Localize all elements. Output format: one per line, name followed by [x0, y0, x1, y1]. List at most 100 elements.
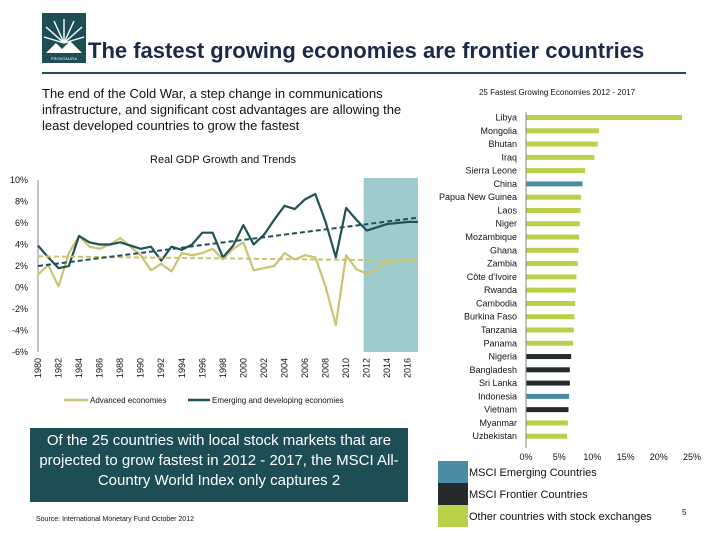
x-tick-label: 1982: [54, 358, 64, 378]
legend-label-msci-frontier: MSCI Frontier Countries: [469, 489, 588, 501]
y-tick-label: 6%: [15, 218, 28, 228]
x-tick-label: 1992: [156, 358, 166, 378]
y-tick-label: -2%: [12, 304, 28, 314]
bar-category-label: Uzbekistan: [472, 431, 517, 441]
bar-x-tick-label: 25%: [683, 452, 701, 462]
x-tick-label: 1984: [74, 358, 84, 378]
bar-category-label: Libya: [495, 113, 517, 123]
bar-burkina-faso: [526, 314, 575, 320]
bar-sierra-leone: [526, 168, 586, 174]
bar-x-tick-label: 20%: [650, 452, 668, 462]
bar-zambia: [526, 261, 578, 267]
bar-china: [526, 181, 583, 187]
bar-category-label: China: [493, 179, 517, 189]
line-chart-title: Real GDP Growth and Trends: [150, 154, 296, 166]
x-tick-label: 2014: [382, 358, 392, 378]
bar-category-label: Zambia: [487, 259, 517, 269]
page-number: 5: [682, 508, 687, 517]
bar-category-label: Bhutan: [488, 139, 517, 149]
bar-x-tick-label: 15%: [617, 452, 635, 462]
bar-category-label: Côte d'Ivoire: [467, 272, 517, 282]
y-tick-label: 4%: [15, 240, 28, 250]
bar-c-te-d-ivoire: [526, 274, 577, 280]
legend-emerging-label: Emerging and developing economies: [212, 396, 344, 405]
x-tick-label: 1998: [218, 358, 228, 378]
bar-category-label: Papua New Guinea: [439, 192, 517, 202]
bar-papua-new-guinea: [526, 194, 582, 200]
y-tick-label: -4%: [12, 326, 28, 336]
x-tick-label: 1986: [95, 358, 105, 378]
legend-swatch-msci-frontier: [438, 483, 468, 505]
bar-indonesia: [526, 393, 570, 399]
bar-tanzania: [526, 327, 574, 333]
gdp-growth-line-chart: Real GDP Growth and Trends 10% 8% 6% 4% 2% 0% -…: [10, 154, 419, 405]
bar-category-label: Iraq: [501, 152, 517, 162]
bar-category-label: Burkina Faso: [464, 312, 517, 322]
x-tick-label: 2004: [279, 358, 289, 378]
bar-libya: [526, 115, 683, 120]
bar-category-label: Bangladesh: [469, 365, 517, 375]
bar-category-label: Nigeria: [488, 352, 517, 362]
x-tick-label: 2012: [362, 358, 372, 378]
x-tick-label: 2016: [403, 358, 413, 378]
fastest-growing-bar-chart: 25 Fastest Growing Economies 2012 - 2017…: [439, 88, 701, 462]
x-tick-label: 1980: [33, 358, 43, 378]
bar-rwanda: [526, 287, 576, 293]
bar-category-label: Indonesia: [478, 391, 517, 401]
bar-cambodia: [526, 300, 576, 306]
bar-x-tick-label: 0%: [519, 452, 532, 462]
bar-uzbekistan: [526, 433, 568, 439]
bar-panama: [526, 340, 574, 346]
bar-category-label: Sri Lanka: [479, 378, 517, 388]
bar-category-label: Ghana: [490, 245, 517, 255]
y-tick-label: 10%: [10, 175, 28, 185]
x-tick-label: 2002: [259, 358, 269, 378]
page-title: The fastest growing economies are fronti…: [88, 38, 645, 63]
bar-myanmar: [526, 420, 568, 426]
forecast-band: [363, 178, 418, 352]
x-tick-label: 1996: [197, 358, 207, 378]
bar-mongolia: [526, 128, 600, 134]
legend-swatch-other: [438, 505, 468, 527]
bar-category-label: Rwanda: [484, 285, 517, 295]
sunburst-logo-icon: [43, 19, 85, 53]
y-tick-label: -6%: [12, 347, 28, 357]
bar-category-label: Sierra Leone: [465, 166, 517, 176]
bar-nigeria: [526, 354, 572, 360]
bar-category-label: Mozambique: [465, 232, 517, 242]
logo-wordmark: FRONTAURA: [50, 56, 78, 61]
bar-category-label: Mongolia: [480, 126, 517, 136]
bar-niger: [526, 221, 580, 227]
y-tick-label: 0%: [15, 283, 28, 293]
x-tick-label: 1988: [115, 358, 125, 378]
y-tick-label: 2%: [15, 261, 28, 271]
legend-advanced-label: Advanced economies: [90, 396, 167, 405]
bar-category-label: Myanmar: [479, 418, 517, 428]
bar-category-label: Vietnam: [484, 405, 517, 415]
bar-ghana: [526, 247, 579, 253]
legend-swatch-msci-emerging: [438, 461, 468, 483]
bar-x-tick-label: 10%: [583, 452, 601, 462]
bar-vietnam: [526, 407, 569, 413]
bar-mozambique: [526, 234, 580, 240]
emerging-economies-line: [37, 192, 418, 270]
title-divider: [42, 72, 686, 74]
x-tick-label: 2010: [341, 358, 351, 378]
x-tick-label: 1990: [136, 358, 146, 378]
source-note: Source: International Monetary Fund Octo…: [36, 516, 194, 523]
bar-category-label: Tanzania: [481, 325, 517, 335]
bar-sri-lanka: [526, 380, 570, 386]
bar-bhutan: [526, 141, 598, 147]
bar-laos: [526, 207, 581, 213]
advanced-economies-line: [37, 234, 418, 327]
x-tick-label: 1994: [177, 358, 187, 378]
bar-category-label: Laos: [497, 205, 517, 215]
x-tick-label: 2008: [321, 358, 331, 378]
bar-category-label: Panama: [483, 338, 517, 348]
callout-box: Of the 25 countries with local stock mar…: [30, 428, 408, 502]
legend-label-msci-emerging: MSCI Emerging Countries: [469, 467, 597, 479]
bar-x-tick-label: 5%: [553, 452, 566, 462]
company-logo: FRONTAURA: [42, 13, 86, 63]
bar-chart-title: 25 Fastest Growing Economies 2012 - 2017: [479, 88, 636, 97]
